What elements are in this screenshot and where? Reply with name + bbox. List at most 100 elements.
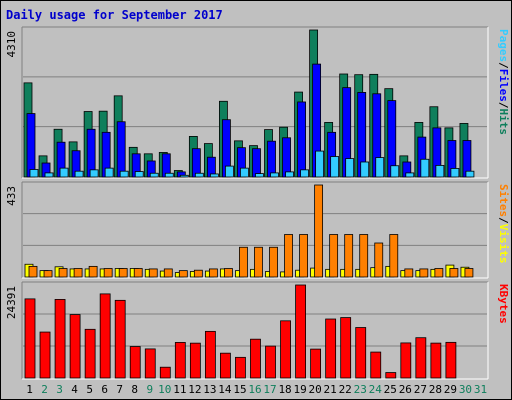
kbytes-bar bbox=[355, 327, 367, 379]
kbytes-bar bbox=[235, 356, 246, 379]
kbytes-bar bbox=[340, 317, 352, 379]
pages-bar bbox=[74, 170, 84, 178]
legend-separator: / bbox=[497, 62, 510, 69]
sites-bar bbox=[103, 268, 113, 278]
x-tick-label: 14 bbox=[218, 383, 232, 396]
x-tick-label: 23 bbox=[354, 383, 367, 396]
visits-panel-legend: Sites/Visits bbox=[497, 184, 510, 264]
sites-bar bbox=[163, 268, 173, 278]
sites-bar bbox=[28, 265, 38, 278]
kbytes-bar bbox=[220, 352, 231, 379]
sites-bar bbox=[254, 246, 263, 278]
sites-bar bbox=[299, 234, 308, 278]
x-tick-label: 3 bbox=[56, 383, 63, 396]
x-tick-label: 30 bbox=[459, 383, 472, 396]
pages-bar bbox=[104, 167, 114, 178]
x-tick-label: 21 bbox=[324, 383, 337, 396]
x-tick-label: 20 bbox=[309, 383, 322, 396]
kbytes-bar bbox=[265, 345, 276, 379]
pages-bar bbox=[209, 173, 219, 178]
x-tick-label: 15 bbox=[233, 383, 246, 396]
hits-panel-legend: Pages/Files/Hits bbox=[497, 29, 510, 135]
visits-panel-ymax-label: 433 bbox=[5, 186, 18, 206]
sites-bar bbox=[178, 270, 188, 278]
sites-bar bbox=[419, 268, 429, 278]
pages-bar bbox=[330, 156, 340, 178]
pages-bar bbox=[164, 172, 174, 178]
legend-item-visits: Visits bbox=[497, 224, 510, 264]
kbytes-panel-ymax-label: 24391 bbox=[5, 286, 18, 319]
x-tick-label: 16 bbox=[248, 383, 261, 396]
x-tick-label: 4 bbox=[71, 383, 78, 396]
sites-bar bbox=[148, 268, 158, 278]
pages-bar bbox=[435, 165, 445, 178]
x-tick-label: 29 bbox=[444, 383, 457, 396]
pages-bar bbox=[300, 169, 309, 178]
kbytes-bar bbox=[325, 318, 337, 379]
pages-bar bbox=[119, 170, 129, 178]
kbytes-bar bbox=[129, 346, 141, 379]
x-tick-label: 25 bbox=[384, 383, 397, 396]
kbytes-bar bbox=[310, 348, 322, 379]
x-tick-label: 31 bbox=[474, 383, 487, 396]
pages-bar bbox=[134, 171, 144, 178]
legend-separator: / bbox=[497, 217, 510, 224]
files-bar bbox=[26, 113, 36, 178]
x-tick-label: 26 bbox=[399, 383, 412, 396]
x-tick-label: 12 bbox=[188, 383, 201, 396]
x-tick-label: 2 bbox=[41, 383, 48, 396]
sites-bar bbox=[208, 268, 218, 278]
sites-bar bbox=[239, 246, 248, 278]
sites-bar bbox=[359, 234, 369, 278]
kbytes-bar bbox=[280, 320, 291, 379]
pages-bar bbox=[315, 150, 325, 178]
kbytes-bar bbox=[69, 314, 81, 379]
pages-bar bbox=[29, 169, 39, 178]
legend-item-hits: Hits bbox=[497, 109, 510, 136]
x-tick-label: 18 bbox=[278, 383, 291, 396]
files-bar bbox=[252, 148, 261, 178]
kbytes-bar bbox=[84, 328, 96, 379]
pages-bar bbox=[59, 167, 69, 178]
kbytes-bar bbox=[174, 342, 186, 379]
sites-bar bbox=[58, 268, 68, 278]
files-bar bbox=[282, 137, 291, 178]
pages-bar bbox=[255, 173, 264, 178]
sites-bar bbox=[464, 268, 474, 278]
x-tick-label: 17 bbox=[263, 383, 276, 396]
kbytes-bar bbox=[430, 342, 442, 379]
sites-bar bbox=[374, 242, 384, 278]
chart-title: Daily usage for September 2017 bbox=[6, 8, 223, 22]
kbytes-bar bbox=[370, 351, 382, 379]
legend-item-files: Files bbox=[497, 69, 510, 102]
kbytes-bar bbox=[159, 366, 171, 379]
hits-panel-ymax-label: 4310 bbox=[5, 31, 18, 58]
legend-item-sites: Sites bbox=[497, 184, 510, 217]
kbytes-bar bbox=[114, 299, 126, 379]
pages-bar bbox=[450, 168, 460, 178]
pages-bar bbox=[405, 172, 415, 178]
x-tick-label: 27 bbox=[414, 383, 427, 396]
x-tick-label: 7 bbox=[116, 383, 123, 396]
files-bar bbox=[297, 101, 306, 178]
sites-bar bbox=[73, 268, 83, 278]
kbytes-bar bbox=[204, 330, 216, 379]
x-tick-label: 9 bbox=[146, 383, 153, 396]
pages-bar bbox=[240, 167, 249, 178]
sites-bar bbox=[133, 268, 143, 278]
sites-bar bbox=[88, 265, 98, 278]
kbytes-bar bbox=[189, 342, 201, 379]
sites-bar bbox=[224, 268, 233, 278]
x-tick-label: 19 bbox=[293, 383, 306, 396]
legend-item-pages: Pages bbox=[497, 29, 510, 62]
sites-bar bbox=[118, 268, 128, 278]
x-tick-label: 10 bbox=[158, 383, 171, 396]
legend-separator: / bbox=[497, 102, 510, 109]
pages-bar bbox=[194, 172, 204, 178]
kbytes-bar bbox=[385, 372, 397, 379]
x-tick-label: 22 bbox=[339, 383, 352, 396]
pages-bar bbox=[225, 165, 234, 178]
pages-bar bbox=[375, 157, 385, 178]
sites-bar bbox=[43, 270, 53, 278]
pages-bar bbox=[360, 161, 370, 178]
